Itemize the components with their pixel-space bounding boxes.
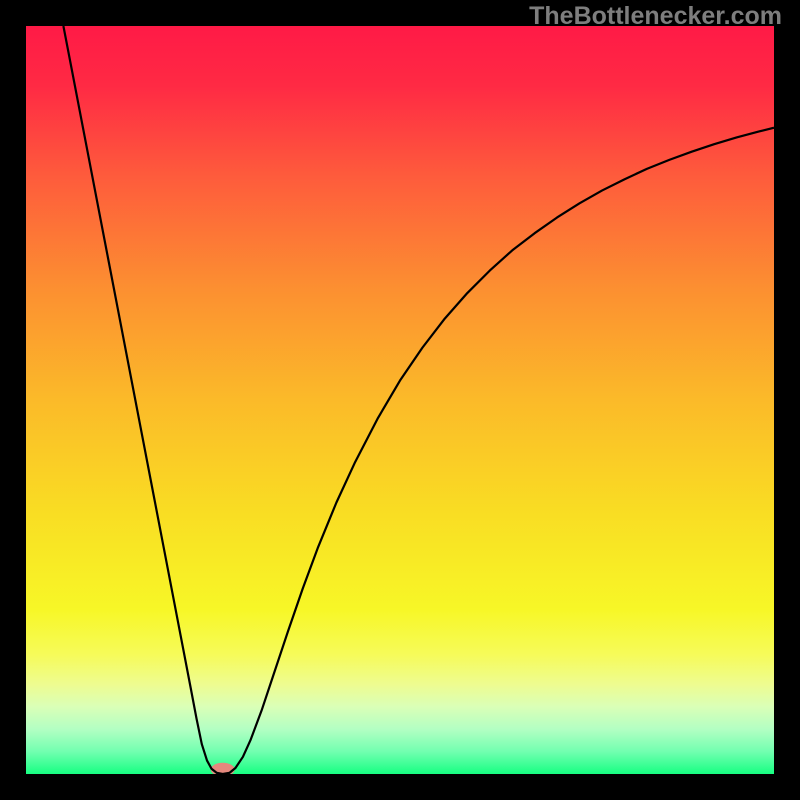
chart-svg bbox=[26, 26, 774, 774]
plot-area bbox=[26, 26, 774, 774]
watermark-text: TheBottlenecker.com bbox=[529, 2, 782, 31]
chart-frame: TheBottlenecker.com bbox=[0, 0, 800, 800]
gradient-background bbox=[26, 26, 774, 774]
